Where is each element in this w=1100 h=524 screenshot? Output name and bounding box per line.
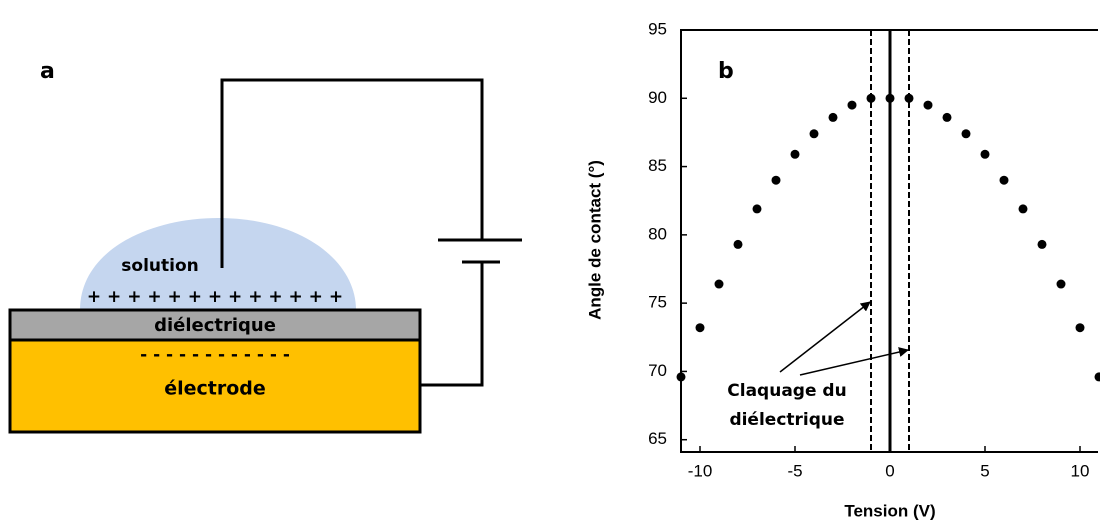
y-tick-label: 90 xyxy=(648,88,667,107)
data-point xyxy=(961,129,971,139)
negative-charges: - - - - - - - - - - - - xyxy=(140,345,290,365)
data-point xyxy=(942,112,952,122)
data-point xyxy=(847,100,857,110)
electrode-layer xyxy=(8,338,422,434)
data-point xyxy=(790,149,800,159)
data-point xyxy=(999,175,1009,185)
dielectric-label: diélectrique xyxy=(154,315,276,336)
x-tick-label: 5 xyxy=(980,461,989,480)
y-tick-label: 75 xyxy=(648,293,667,312)
data-point xyxy=(714,279,724,289)
data-point xyxy=(828,112,838,122)
panel-label: b xyxy=(718,59,734,84)
data-point xyxy=(980,149,990,159)
solution-label: solution xyxy=(121,256,198,276)
data-point xyxy=(752,204,762,214)
y-axis-label: Angle de contact (°) xyxy=(585,160,604,320)
data-point xyxy=(1075,323,1085,333)
data-point xyxy=(1037,239,1047,249)
data-point xyxy=(1094,372,1100,382)
diagram-a: a solution + + + + + + + + + + + + + dié… xyxy=(8,59,522,434)
positive-charges: + + + + + + + + + + + + + xyxy=(87,287,343,307)
arrow xyxy=(779,301,871,373)
x-tick-label: 10 xyxy=(1071,461,1090,480)
data-point xyxy=(771,175,781,185)
x-tick-label: 0 xyxy=(885,461,894,480)
data-point xyxy=(1056,279,1066,289)
chart-b: b Tension (V) Angle de contact (°) 65 70 7… xyxy=(585,19,1100,520)
data-point xyxy=(695,323,705,333)
data-point xyxy=(923,100,933,110)
wire xyxy=(420,262,484,387)
wire xyxy=(220,78,484,268)
x-axis-label: Tension (V) xyxy=(844,501,935,520)
electrode-label: électrode xyxy=(164,378,266,400)
annotation: diélectrique xyxy=(729,410,844,430)
droplet xyxy=(80,218,356,310)
y-tick-label: 80 xyxy=(648,224,667,243)
y-tick-label: 70 xyxy=(648,361,667,380)
data-point xyxy=(866,93,876,103)
data-point xyxy=(733,239,743,249)
y-tick-label: 85 xyxy=(648,156,667,175)
x-tick-label: -10 xyxy=(688,461,713,480)
panel-label: a xyxy=(40,59,55,84)
y-tick-label: 95 xyxy=(648,19,667,38)
data-point xyxy=(904,93,914,103)
data-point xyxy=(1018,204,1028,214)
annotation: Claquage du xyxy=(727,381,846,401)
arrow xyxy=(799,347,909,376)
x-tick-label: -5 xyxy=(787,461,802,480)
data-point xyxy=(809,129,819,139)
data-point xyxy=(885,93,895,103)
data-point xyxy=(676,372,686,382)
y-tick-label: 65 xyxy=(648,429,667,448)
